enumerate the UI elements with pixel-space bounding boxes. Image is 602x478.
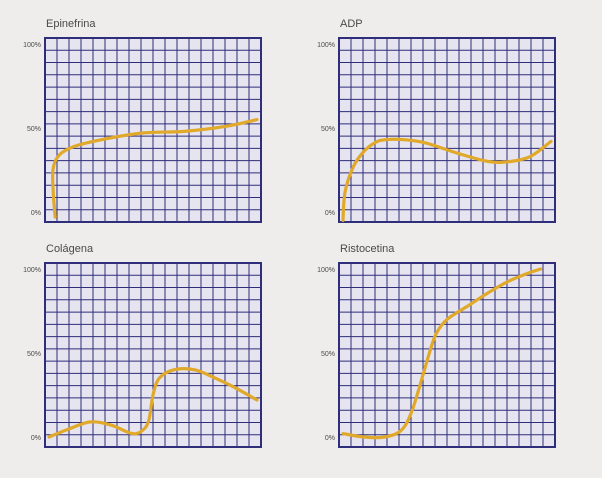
y-tick-label: 100% (23, 267, 41, 274)
y-tick-label: 0% (325, 435, 335, 442)
y-tick-label: 50% (321, 351, 335, 358)
panel-title: Epinefrina (46, 18, 96, 30)
y-tick-label: 100% (317, 267, 335, 274)
aggregation-curve (341, 137, 553, 222)
chart-adp: 0% 50% 100% (317, 37, 556, 223)
aggregation-curve (47, 367, 259, 439)
chart-colagena: 0% 50% 100% (23, 262, 262, 448)
y-tick-label: 100% (317, 42, 335, 49)
panel-adp: ADP 0% 50% 100% (294, 18, 556, 236)
aggregation-curve (341, 267, 543, 440)
chart-epinefrina: 0% 50% 100% (23, 37, 262, 223)
panel-colagena: Colágena 0% 50% 100% (0, 243, 262, 461)
aggregation-curve (51, 118, 259, 219)
y-tick-label: 50% (27, 351, 41, 358)
grid-lines (339, 38, 555, 222)
panel-epinefrina: Epinefrina 0% 50% 100% (0, 18, 262, 236)
plot-frame (338, 262, 556, 448)
y-tick-label: 50% (321, 126, 335, 133)
y-tick-label: 0% (31, 435, 41, 442)
y-tick-label: 50% (27, 126, 41, 133)
plot-frame (44, 37, 262, 223)
plot-frame (338, 37, 556, 223)
y-tick-label: 0% (31, 210, 41, 217)
panel-title: ADP (340, 18, 363, 30)
grid-lines (45, 38, 261, 222)
panel-title: Ristocetina (340, 243, 395, 255)
grid-lines (339, 263, 555, 447)
y-tick-label: 0% (325, 210, 335, 217)
y-tick-label: 100% (23, 42, 41, 49)
chart-ristocetina: 0% 50% 100% (317, 262, 556, 448)
panel-ristocetina: Ristocetina 0% 50% 100% (294, 243, 556, 461)
panel-title: Colágena (46, 243, 94, 255)
plot-frame (44, 262, 262, 448)
